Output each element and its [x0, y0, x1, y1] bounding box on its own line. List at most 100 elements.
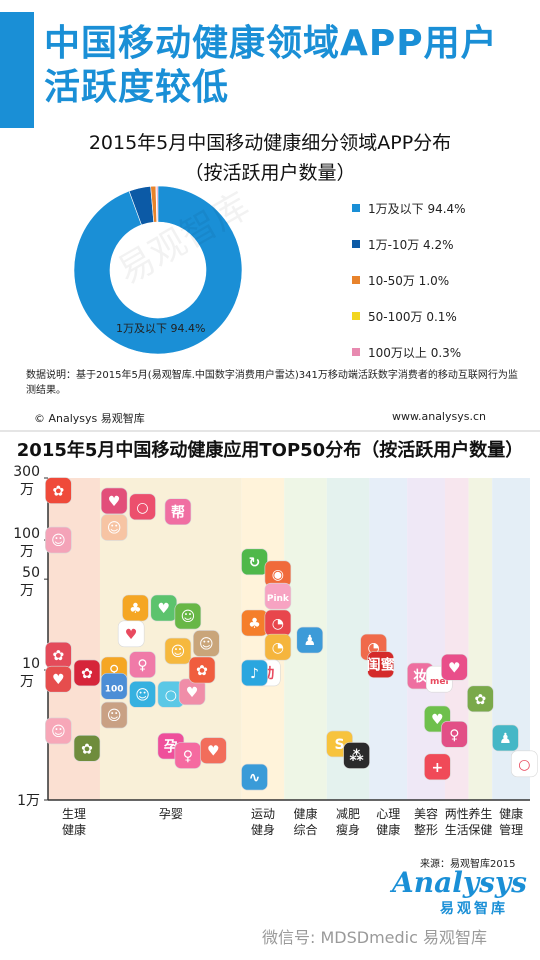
app-icon-glyph: 100	[105, 684, 124, 694]
app-icon-point: ✿	[73, 659, 101, 687]
app-icon-glyph: ♥	[448, 660, 461, 676]
x-category-label: 运动	[251, 807, 275, 821]
logo-english: Analysys	[392, 866, 527, 899]
app-icon-tile	[45, 665, 72, 693]
app-icon-point: ♥	[441, 653, 468, 681]
app-icon-tile	[117, 620, 145, 648]
app-icon-glyph: S	[335, 737, 345, 753]
data-note: 数据说明：基于2015年5月(易观智库.中国数字消费用户雷达)341万移动端活跃…	[26, 370, 518, 396]
app-icon-glyph: ✿	[196, 663, 208, 679]
app-icon-point: ✿	[45, 641, 72, 669]
x-category-label: 健身	[251, 822, 275, 837]
x-category-label: 健康	[376, 822, 400, 837]
category-band	[407, 478, 445, 800]
app-icon-point: ♥	[200, 737, 227, 764]
app-icon-glyph: ☺	[135, 687, 150, 703]
app-icon-tile	[45, 526, 72, 554]
category-band	[468, 478, 493, 800]
app-icon-glyph: ♥	[207, 744, 220, 760]
app-icon-glyph: ☺	[181, 609, 196, 625]
app-icon-glyph: ♀	[109, 663, 119, 679]
app-icon-glyph: ○	[518, 757, 530, 773]
app-icon-tile	[45, 717, 72, 745]
app-icon-glyph: ♥	[157, 601, 170, 617]
x-category-label: 健康	[62, 822, 86, 837]
app-icon-point: ☺	[100, 514, 128, 541]
app-icon-tile	[343, 742, 370, 769]
app-icon-tile	[264, 633, 292, 661]
y-tick-label: 300	[13, 464, 40, 480]
x-category-label: 孕婴	[159, 807, 183, 821]
app-icon-tile	[164, 637, 192, 665]
app-icon-point: ♥	[45, 665, 72, 693]
app-icon-point: ✿	[188, 656, 216, 684]
donut-slice-label: 1万及以下 94.4%	[116, 322, 205, 335]
legend-item: 10-50万 1.0%	[352, 262, 466, 298]
app-icon-point: ♀	[174, 742, 202, 769]
app-icon-glyph: 闺蜜	[367, 657, 395, 674]
x-category-label: 保健	[468, 823, 492, 837]
app-icon-point: ♥	[150, 594, 178, 622]
app-icon-point: ☺	[100, 701, 128, 729]
y-tick-label: 1万	[17, 793, 40, 809]
legend-label: 1万-10万 4.2%	[368, 237, 454, 252]
app-icon-glyph: ♥	[52, 672, 65, 688]
app-icon-glyph: ◔	[272, 640, 284, 656]
app-icon-tile	[188, 656, 216, 684]
app-icon-tile	[511, 750, 538, 778]
app-icon-point: ◔	[264, 609, 292, 637]
legend-swatch	[352, 204, 360, 212]
app-icon-tile	[241, 763, 268, 791]
x-category-label: 养生	[468, 806, 492, 821]
app-icon-point: ♀	[441, 721, 468, 748]
donut-legend: 1万及以下 94.4% 1万-10万 4.2% 10-50万 1.0% 50-100万…	[352, 190, 466, 370]
legend-swatch	[352, 312, 360, 320]
app-icon-tile	[73, 659, 101, 687]
legend-item: 100万以上 0.3%	[352, 334, 466, 370]
section-divider	[0, 430, 540, 432]
y-tick-label: 100	[13, 526, 40, 542]
app-icon-glyph: ☺	[51, 533, 66, 549]
donut-slice	[73, 185, 243, 355]
app-icon-tile	[100, 487, 128, 515]
app-icon-point: ♟	[492, 724, 519, 752]
app-icon-glyph: 妆	[413, 668, 427, 685]
app-icon-point: ☺	[164, 637, 192, 665]
legend-swatch	[352, 240, 360, 248]
app-icon-point: ⁂	[343, 742, 370, 769]
app-icon-tile	[367, 651, 394, 678]
app-icon-glyph: ♣	[129, 601, 142, 617]
app-icon-glyph: ✿	[53, 648, 65, 664]
app-icon-point: ♥	[178, 678, 206, 706]
x-category-label: 美容	[414, 806, 438, 821]
website-url: www.analysys.cn	[392, 410, 486, 423]
app-icon-glyph: ◔	[272, 616, 284, 632]
legend-label: 100万以上 0.3%	[368, 345, 462, 360]
app-icon-tile	[100, 701, 128, 729]
app-icon-glyph: ↻	[249, 555, 261, 571]
y-tick-label-unit: 万	[20, 674, 34, 690]
scatter-chart-title: 2015年5月中国移动健康应用TOP50分布（按活跃用户数量）	[16, 440, 524, 461]
app-icon-tile	[100, 672, 128, 700]
legend-label: 10-50万 1.0%	[368, 273, 450, 288]
app-icon-tile	[129, 493, 156, 521]
app-icon-tile	[174, 602, 202, 630]
app-icon-point: +	[424, 753, 451, 781]
logo-chinese: 易观智库	[440, 901, 508, 917]
app-icon-tile	[164, 498, 192, 526]
app-icon-tile	[129, 681, 156, 708]
x-category-label: 生理	[62, 807, 86, 821]
app-icon-glyph: Pink	[267, 594, 290, 604]
app-icon-point: ○	[511, 750, 538, 778]
app-icon-glyph: ∿	[249, 770, 261, 786]
wechat-footer: 微信号: MDSDmedic 易观智库	[262, 928, 487, 947]
donut-chart: 1万及以下 94.4%	[73, 185, 243, 355]
app-icon-glyph: ♀	[137, 658, 147, 674]
app-icon-point: ♪	[241, 659, 268, 687]
app-icon-glyph: ♥	[186, 685, 199, 701]
app-icon-tile	[193, 630, 220, 657]
app-icon-glyph: ♥	[431, 712, 444, 728]
app-icon-glyph: ☺	[107, 520, 122, 536]
app-icon-glyph: mei	[430, 677, 449, 687]
app-icon-glyph: 帮	[171, 504, 185, 521]
